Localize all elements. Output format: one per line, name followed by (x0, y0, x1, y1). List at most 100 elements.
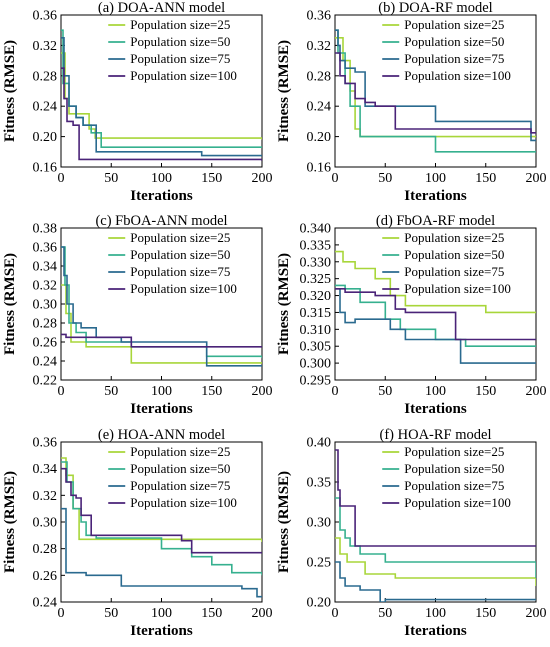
x-tick-label: 150 (475, 171, 496, 186)
y-tick-label: 0.40 (307, 436, 332, 451)
x-tick-label: 150 (201, 171, 222, 186)
y-tick-label: 0.28 (33, 69, 58, 84)
y-tick-label: 0.20 (307, 130, 332, 145)
chart-title: (c) FbOA-ANN model (95, 213, 227, 229)
x-axis-label: Iterations (130, 623, 193, 639)
x-tick-label: 0 (58, 384, 65, 399)
chart-panel: (f) HOA-RF model 0 50 100 150 200 0.20 0.25 0.30… (276, 427, 547, 639)
y-axis-label: Fitness (RMSE) (2, 471, 18, 573)
y-tick-label: 0.34 (33, 260, 58, 275)
series-line (61, 461, 262, 576)
x-tick-label: 150 (201, 384, 222, 399)
series-group (61, 246, 262, 367)
x-tick-label: 0 (58, 171, 65, 186)
y-tick-label: 0.36 (33, 241, 58, 256)
legend-label: Population size=50 (404, 461, 504, 476)
y-tick-label: 0.340 (300, 222, 332, 237)
y-tick-label: 0.325 (300, 272, 332, 287)
x-tick-label: 100 (151, 384, 172, 399)
y-tick-label: 0.20 (307, 596, 332, 611)
legend-label: Population size=100 (130, 68, 237, 83)
chart-panel: (b) DOA-RF model 0 50 100 150 200 0.16 0.20 0.24… (276, 0, 547, 204)
y-tick-label: 0.295 (300, 374, 332, 389)
legend-label: Population size=75 (130, 51, 230, 66)
y-tick-label: 0.30 (307, 516, 332, 531)
series-group (335, 29, 536, 153)
legend-label: Population size=50 (404, 247, 504, 262)
x-tick-label: 200 (526, 384, 547, 399)
x-tick-label: 200 (526, 606, 547, 621)
x-tick-label: 150 (475, 606, 496, 621)
legend-label: Population size=25 (404, 17, 504, 32)
y-tick-label: 0.30 (33, 298, 58, 313)
legend-label: Population size=100 (404, 495, 511, 510)
x-axis-label: Iterations (130, 188, 193, 204)
series-line (61, 37, 262, 157)
series-line (61, 467, 262, 554)
legend-label: Population size=100 (404, 68, 511, 83)
y-tick-label: 0.16 (33, 161, 58, 176)
legend-label: Population size=50 (130, 461, 230, 476)
legend-label: Population size=25 (130, 230, 230, 245)
x-axis-label: Iterations (130, 401, 193, 417)
y-tick-label: 0.36 (33, 436, 58, 451)
x-tick-label: 200 (252, 171, 273, 186)
y-tick-label: 0.24 (33, 355, 58, 370)
x-tick-label: 100 (425, 171, 446, 186)
chart-title: (e) HOA-ANN model (98, 427, 225, 443)
y-tick-label: 0.335 (300, 238, 332, 253)
legend-label: Population size=75 (404, 51, 504, 66)
x-tick-label: 100 (425, 384, 446, 399)
y-tick-label: 0.32 (307, 39, 332, 54)
x-tick-label: 200 (526, 171, 547, 186)
y-tick-label: 0.32 (33, 489, 58, 504)
y-tick-label: 0.24 (33, 100, 58, 115)
series-line (335, 497, 536, 578)
legend-label: Population size=25 (404, 444, 504, 459)
series-line (335, 288, 536, 364)
legend-label: Population size=50 (130, 247, 230, 262)
series-line (61, 333, 262, 348)
y-tick-label: 0.330 (300, 255, 332, 270)
x-tick-label: 200 (252, 606, 273, 621)
y-tick-label: 0.34 (33, 462, 58, 477)
y-tick-label: 0.36 (33, 9, 58, 24)
legend-label: Population size=25 (404, 230, 504, 245)
y-axis-label: Fitness (RMSE) (2, 40, 18, 142)
chart-panel: (a) DOA-ANN model 0 50 100 150 200 0.16 0.20 0.2… (2, 0, 273, 204)
y-tick-label: 0.300 (300, 357, 332, 372)
x-tick-label: 100 (151, 171, 172, 186)
series-line (335, 288, 536, 341)
x-tick-label: 50 (378, 606, 392, 621)
legend-label: Population size=50 (404, 34, 504, 49)
x-tick-label: 50 (378, 171, 392, 186)
y-tick-label: 0.24 (33, 596, 58, 611)
x-tick-label: 0 (58, 606, 65, 621)
chart-panel: (c) FbOA-ANN model 0 50 100 150 200 0.22 0.24 0.… (2, 213, 273, 417)
x-tick-label: 0 (332, 171, 339, 186)
y-tick-label: 0.22 (33, 374, 58, 389)
chart-title: (a) DOA-ANN model (98, 0, 225, 16)
legend: Population size=25 Population size=50 Popu… (382, 444, 511, 510)
x-axis-label: Iterations (404, 401, 467, 417)
series-line (335, 537, 536, 586)
legend-label: Population size=100 (130, 281, 237, 296)
y-tick-label: 0.315 (300, 306, 332, 321)
series-line (61, 67, 262, 161)
series-group (335, 449, 536, 602)
x-tick-label: 150 (475, 384, 496, 399)
y-axis-label: Fitness (RMSE) (2, 253, 18, 355)
series-line (335, 52, 536, 134)
y-axis-label: Fitness (RMSE) (276, 40, 292, 142)
x-axis-label: Iterations (404, 623, 467, 639)
legend-label: Population size=75 (404, 478, 504, 493)
y-tick-label: 0.28 (33, 317, 58, 332)
y-tick-label: 0.35 (307, 476, 332, 491)
y-tick-label: 0.32 (33, 279, 58, 294)
legend-label: Population size=50 (130, 34, 230, 49)
x-tick-label: 100 (151, 606, 172, 621)
legend-label: Population size=75 (404, 264, 504, 279)
series-group (61, 29, 262, 161)
y-tick-label: 0.16 (307, 161, 332, 176)
